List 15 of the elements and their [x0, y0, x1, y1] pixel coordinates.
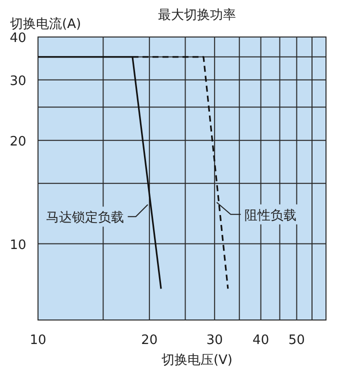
- x-tick-label: 50: [288, 333, 305, 348]
- chart-title: 最大切换功率: [158, 7, 236, 23]
- x-tick-label: 10: [30, 333, 46, 348]
- y-tick-label: 20: [10, 134, 26, 150]
- x-tick-label: 30: [206, 333, 223, 348]
- annotation: 阻性负载: [216, 202, 300, 224]
- y-tick-label: 40: [10, 31, 26, 46]
- x-tick-label: 20: [141, 333, 158, 348]
- y-tick-label: 10: [10, 238, 26, 253]
- annotation: 阻性负载: [244, 208, 297, 224]
- x-tick-label: 40: [252, 333, 270, 348]
- annotation: 马达锁定负载: [46, 210, 124, 226]
- x-axis-title: 切换电压(V): [161, 353, 233, 368]
- y-axis-title: 切换电流(A): [10, 16, 82, 32]
- y-tick-label: 30: [10, 74, 26, 89]
